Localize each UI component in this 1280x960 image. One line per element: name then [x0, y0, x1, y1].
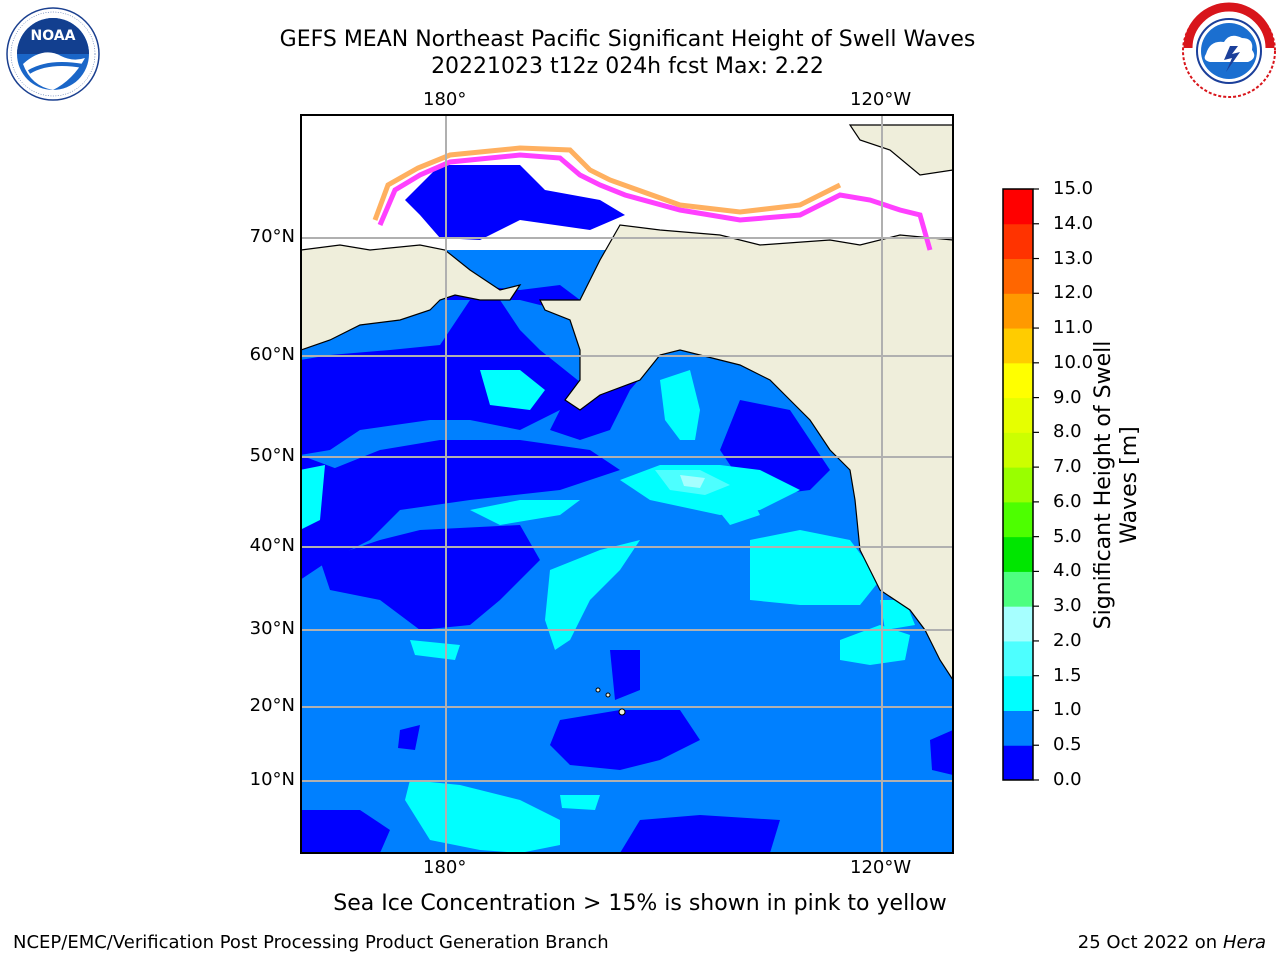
colorbar-segment: [1003, 710, 1033, 746]
colorbar-segment: [1003, 328, 1033, 364]
colorbar-tick-label: 14.0: [1053, 212, 1094, 234]
chart-subtitle: 20221023 t12z 024h fcst Max: 2.22: [431, 54, 824, 79]
colorbar-segment: [1003, 640, 1033, 677]
colorbar-segment: [1003, 397, 1033, 433]
nws-logo: [1182, 2, 1276, 98]
map-area: [301, 115, 953, 853]
svg-text:NOAA: NOAA: [31, 28, 76, 44]
colorbar-title-line1: Significant Height of Swell: [1091, 340, 1116, 630]
colorbar-frame: [1002, 188, 1034, 781]
colorbar-tick-label: 8.0: [1053, 421, 1082, 443]
colorbar-tick-label: 15.0: [1053, 178, 1094, 199]
colorbar: [1003, 188, 1039, 781]
lat-label-70n: 70°N: [249, 226, 295, 247]
colorbar-segment: [1003, 606, 1033, 642]
sea-ice-caption: Sea Ice Concentration > 15% is shown in …: [333, 891, 947, 916]
lon-label-bottom-120w: 120°W: [850, 857, 912, 878]
map-frame: [300, 114, 954, 854]
lat-label-20n: 20°N: [249, 695, 295, 716]
colorbar-title: Significant Height of Swell Waves [m]: [1091, 325, 1143, 645]
colorbar-segment: [1003, 675, 1033, 711]
noaa-logo: NOAA: [6, 7, 100, 101]
colorbar-segment: [1003, 467, 1033, 503]
graticule: [301, 115, 953, 853]
lat-label-50n: 50°N: [249, 445, 295, 466]
colorbar-tick-label: 0.5: [1053, 734, 1082, 756]
colorbar-tick-label: 0.0: [1053, 769, 1082, 790]
swell-2.0-3.0: [680, 475, 705, 488]
footer-date-text: 25 Oct 2022 on: [1077, 932, 1223, 953]
lon-label-top-120w: 120°W: [850, 89, 912, 110]
colorbar-tick-label: 1.0: [1053, 699, 1082, 721]
lat-label-60n: 60°N: [249, 344, 295, 365]
lat-label-10n: 10°N: [249, 769, 295, 790]
colorbar-title-line2: Waves [m]: [1117, 426, 1142, 544]
colorbar-segment: [1003, 432, 1033, 468]
lat-label-30n: 30°N: [249, 618, 295, 639]
colorbar-tick-label: 2.0: [1053, 629, 1082, 651]
colorbar-tick-label: 5.0: [1053, 525, 1082, 547]
colorbar-tick-label: 11.0: [1053, 317, 1094, 339]
colorbar-tick-label: 12.0: [1053, 282, 1094, 304]
colorbar-segment: [1003, 501, 1033, 538]
colorbar-segment: [1003, 258, 1033, 294]
colorbar-segment: [1003, 293, 1033, 329]
colorbar-tick-label: 7.0: [1053, 456, 1082, 478]
colorbar-segment: [1003, 362, 1033, 399]
colorbar-tick-label: 1.5: [1053, 664, 1082, 686]
colorbar-segment: [1003, 223, 1033, 260]
colorbar-tick-label: 6.0: [1053, 490, 1082, 512]
colorbar-tick-label: 3.0: [1053, 595, 1082, 617]
colorbar-tick-label: 9.0: [1053, 386, 1082, 408]
colorbar-segment: [1003, 745, 1033, 781]
footer-date: 25 Oct 2022 on Hera: [1078, 932, 1266, 953]
colorbar-segment: [1003, 536, 1033, 572]
lon-label-bottom-180: 180°: [423, 857, 467, 878]
lon-label-top-180: 180°: [423, 89, 467, 110]
footer-host: Hera: [1222, 932, 1266, 953]
colorbar-tick-label: 13.0: [1053, 247, 1094, 269]
land: [301, 124, 953, 682]
sea-ice: [372, 145, 933, 251]
footer-branch: NCEP/EMC/Verification Post Processing Pr…: [13, 932, 609, 953]
colorbar-segment: [1003, 189, 1033, 225]
lat-label-40n: 40°N: [249, 535, 295, 556]
chart-title: GEFS MEAN Northeast Pacific Significant …: [279, 27, 976, 52]
colorbar-tick-label: 10.0: [1053, 351, 1094, 373]
colorbar-segment: [1003, 571, 1033, 607]
colorbar-tick-label: 4.0: [1053, 560, 1082, 582]
hawaii: [595, 687, 626, 716]
